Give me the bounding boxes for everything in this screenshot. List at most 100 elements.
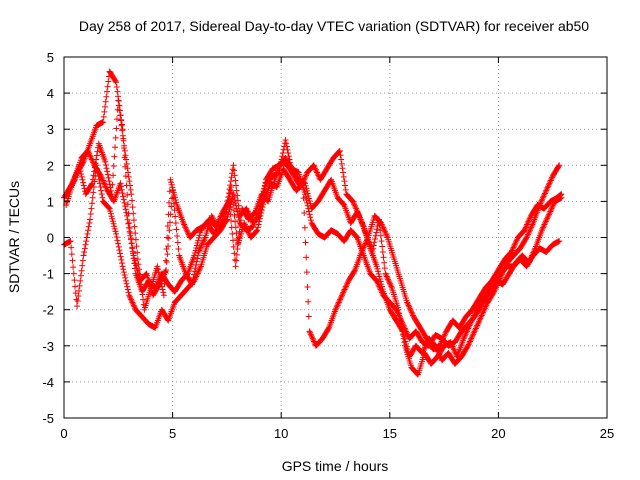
data-point [452,349,459,356]
data-point [213,223,220,230]
data-point [406,305,413,312]
data-point [228,183,235,190]
data-point [558,194,565,201]
data-point [198,241,205,248]
data-point [305,205,312,212]
data-point [539,196,546,203]
data-point [221,217,228,224]
data-point [476,318,483,325]
data-point [543,217,550,224]
data-point [136,271,143,278]
data-point [113,83,120,90]
y-tick-label: 1 [47,194,54,209]
data-point [307,331,314,338]
data-point [115,102,122,109]
data-point [192,265,199,272]
data-point [470,331,477,338]
data-point [174,233,181,240]
data-point [260,201,267,208]
data-point [377,232,384,239]
data-point [110,172,117,179]
data-point [216,215,223,222]
data-point [285,150,292,157]
data-point [359,246,366,253]
data-point [160,272,167,279]
data-point [379,243,386,250]
data-point [361,243,368,250]
data-point [342,186,349,193]
data-point [122,203,129,210]
data-point [225,199,232,206]
data-point [310,337,317,344]
data-point [172,213,179,220]
data-point [130,210,137,217]
data-point [479,311,486,318]
data-point [463,328,470,335]
data-point [90,172,97,179]
data-point [373,263,380,270]
data-point [169,184,176,191]
data-point [509,247,516,254]
data-point [540,222,547,229]
x-axis-label: GPS time / hours [282,458,389,474]
data-point [67,238,74,245]
data-point [404,300,411,307]
data-point [467,319,474,326]
data-point [529,251,536,258]
data-point [511,243,518,250]
data-point [400,331,407,338]
data-point [524,233,531,240]
data-point [472,325,479,332]
data-points [61,68,565,378]
data-point [233,257,240,264]
data-point [525,230,532,237]
data-point [544,214,551,221]
data-point [241,221,248,228]
data-point [229,195,236,202]
x-tick-label: 10 [274,426,288,441]
data-point [182,224,189,231]
data-point [208,212,215,219]
data-point [306,208,313,215]
data-point [154,263,161,270]
data-point [128,240,135,247]
data-point [342,285,349,292]
data-point [404,299,411,306]
data-point [122,173,129,180]
data-point [87,216,94,223]
data-point [531,246,538,253]
data-point [159,274,166,281]
data-point [115,240,122,247]
data-point [87,153,94,160]
data-point [166,219,173,226]
data-point [509,246,516,253]
data-point [198,243,205,250]
data-point [120,269,127,276]
data-point [218,210,225,217]
x-tick-label: 25 [600,426,614,441]
data-point [166,199,173,206]
data-point [479,309,486,316]
data-point [478,296,485,303]
data-point [168,179,175,186]
x-tick-label: 0 [60,426,67,441]
data-point [119,263,126,270]
data-point [253,228,260,235]
data-point [313,168,320,175]
data-point [548,176,555,183]
data-point [527,225,534,232]
data-point [106,178,113,185]
data-point [543,186,550,193]
data-point [339,290,346,297]
data-point [470,313,477,320]
data-point [228,217,235,224]
data-point [545,183,552,190]
data-point [245,230,252,237]
data-point [172,196,179,203]
data-point [325,325,332,332]
data-point [466,338,473,345]
data-point [302,172,309,179]
data-point [385,276,392,283]
data-point [165,235,172,242]
data-point [126,293,133,300]
